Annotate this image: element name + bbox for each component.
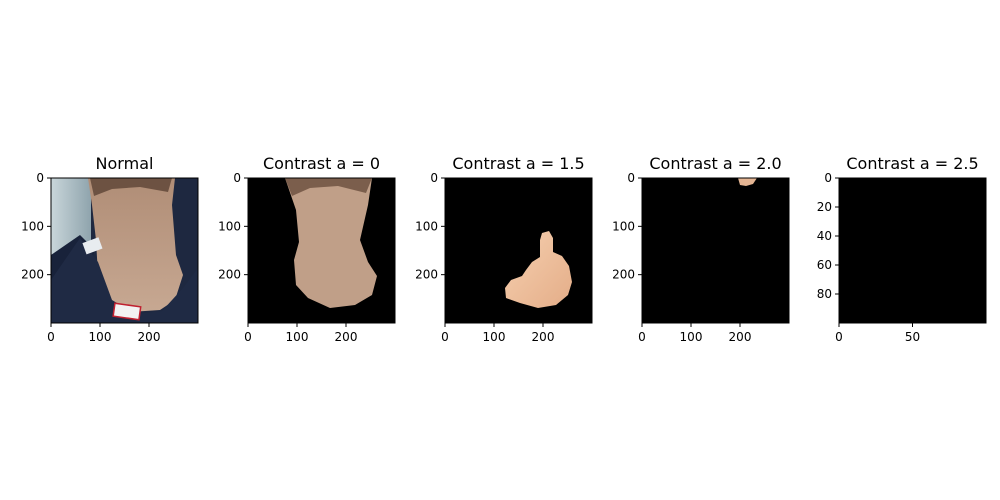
collar-tag bbox=[82, 237, 103, 255]
x-tick-label: 0 bbox=[244, 330, 252, 344]
axes-frame bbox=[444, 177, 593, 324]
x-tick-label: 200 bbox=[532, 330, 555, 344]
x-tick-label: 50 bbox=[905, 330, 920, 344]
image-background bbox=[642, 178, 789, 323]
y-tick-label: 100 bbox=[218, 219, 241, 233]
panel-title-contrast-2-5: Contrast a = 2.5 bbox=[846, 154, 978, 173]
axes-frame bbox=[641, 177, 790, 324]
y-tick-label: 80 bbox=[817, 287, 832, 301]
hair bbox=[90, 178, 172, 196]
y-tick-label: 200 bbox=[612, 268, 635, 282]
panel-contrast-0: Contrast a = 0 0 100 200 0 100 200 bbox=[218, 154, 396, 344]
skin-patch bbox=[738, 178, 757, 186]
x-tick-label: 0 bbox=[638, 330, 646, 344]
skin-region bbox=[505, 231, 572, 308]
y-tick-label: 200 bbox=[415, 268, 438, 282]
x-tick-label: 100 bbox=[680, 330, 703, 344]
image-background bbox=[839, 178, 986, 323]
x-tick-label: 100 bbox=[89, 330, 112, 344]
shirt-collar bbox=[51, 238, 198, 323]
hair bbox=[285, 178, 372, 196]
neck-skin bbox=[88, 178, 183, 312]
panel-contrast-2-0: Contrast a = 2.0 0 100 200 0 100 200 bbox=[612, 154, 790, 344]
y-tick-label: 0 bbox=[824, 171, 832, 185]
image-contrast-2-5 bbox=[839, 178, 986, 323]
panel-normal: Normal 0 100 200 0 100 200 bbox=[21, 154, 199, 344]
panel-title-normal: Normal bbox=[96, 154, 154, 173]
x-tick-label: 100 bbox=[286, 330, 309, 344]
image-contrast-0 bbox=[248, 178, 395, 323]
y-tick-label: 200 bbox=[218, 268, 241, 282]
panel-title-contrast-1-5: Contrast a = 1.5 bbox=[452, 154, 584, 173]
neck-skin bbox=[285, 178, 377, 308]
y-tick-label: 0 bbox=[627, 171, 635, 185]
y-tick-label: 100 bbox=[21, 219, 44, 233]
image-contrast-1-5 bbox=[445, 178, 592, 323]
y-tick-label: 0 bbox=[233, 171, 241, 185]
axes-frame bbox=[50, 177, 199, 324]
x-tick-label: 200 bbox=[729, 330, 752, 344]
panel-contrast-2-5: Contrast a = 2.5 0 50 0 20 40 60 80 bbox=[817, 154, 987, 344]
shirt-label bbox=[112, 302, 142, 321]
image-normal bbox=[51, 178, 198, 323]
y-tick-label: 200 bbox=[21, 268, 44, 282]
x-tick-label: 0 bbox=[47, 330, 55, 344]
y-tick-label: 0 bbox=[430, 171, 438, 185]
x-tick-label: 0 bbox=[835, 330, 843, 344]
y-tick-label: 0 bbox=[36, 171, 44, 185]
panel-contrast-1-5: Contrast a = 1.5 0 100 200 0 100 200 bbox=[415, 154, 593, 344]
y-tick-label: 40 bbox=[817, 229, 832, 243]
y-tick-label: 60 bbox=[817, 258, 832, 272]
panel-title-contrast-2-0: Contrast a = 2.0 bbox=[649, 154, 781, 173]
x-tick-label: 100 bbox=[483, 330, 506, 344]
y-tick-label: 100 bbox=[612, 219, 635, 233]
x-tick-label: 200 bbox=[138, 330, 161, 344]
axes-frame bbox=[247, 177, 396, 324]
image-contrast-2-0 bbox=[642, 178, 789, 323]
x-tick-label: 200 bbox=[335, 330, 358, 344]
y-tick-label: 100 bbox=[415, 219, 438, 233]
x-tick-label: 0 bbox=[441, 330, 449, 344]
y-tick-label: 20 bbox=[817, 200, 832, 214]
panel-title-contrast-0: Contrast a = 0 bbox=[263, 154, 380, 173]
